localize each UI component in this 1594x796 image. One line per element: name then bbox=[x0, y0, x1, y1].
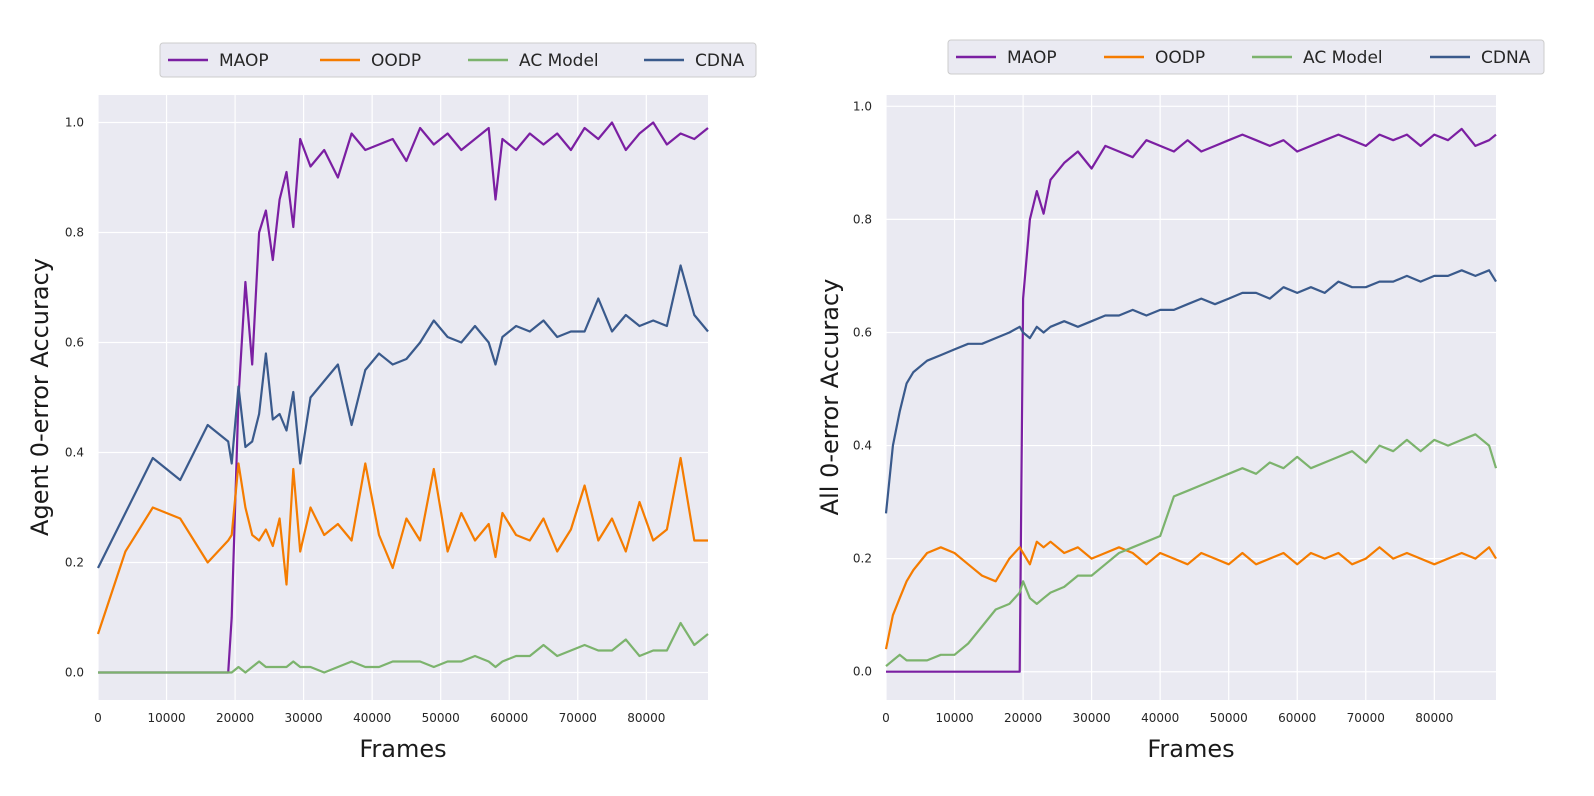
legend-label-maop: MAOP bbox=[1007, 48, 1057, 68]
y-axis-label: All 0-error Accuracy bbox=[816, 279, 844, 516]
x-tick-label: 10000 bbox=[935, 711, 973, 725]
x-tick-labels: 0 10000 20000 30000 40000 50000 60000 70000 8000… bbox=[882, 711, 1453, 725]
x-tick-labels: 0 10000 20000 30000 40000 50000 60000 70000 8000… bbox=[94, 711, 665, 725]
x-tick-label: 0 bbox=[882, 711, 890, 725]
x-tick-label: 30000 bbox=[285, 711, 323, 725]
y-tick-label: 0.8 bbox=[65, 226, 84, 240]
legend: MAOP OODP AC Model CDNA bbox=[159, 42, 757, 78]
y-tick-label: 0.6 bbox=[853, 325, 872, 339]
legend-label-ac-model: AC Model bbox=[519, 51, 599, 71]
grid bbox=[885, 95, 1496, 700]
y-tick-labels: 0.0 0.2 0.4 0.6 0.8 1.0 bbox=[853, 99, 872, 678]
series-line-maop bbox=[98, 121, 709, 674]
y-tick-label: 0.2 bbox=[65, 556, 84, 570]
legend-label-maop: MAOP bbox=[219, 51, 269, 71]
x-tick-label: 50000 bbox=[422, 711, 460, 725]
y-tick-label: 0.6 bbox=[65, 336, 84, 350]
series-lines bbox=[884, 127, 1498, 673]
legend-box bbox=[947, 39, 1545, 75]
series-line-ac-model bbox=[885, 433, 1498, 667]
x-tick-label: 70000 bbox=[1347, 711, 1385, 725]
legend: MAOP OODP AC Model CDNA bbox=[947, 39, 1545, 75]
x-tick-label: 40000 bbox=[1141, 711, 1179, 725]
y-tick-labels: 0.0 0.2 0.4 0.6 0.8 1.0 bbox=[65, 116, 84, 680]
series-line-ac-model bbox=[98, 621, 709, 674]
series-line-cdna bbox=[884, 269, 1497, 514]
y-tick-label: 1.0 bbox=[65, 116, 84, 130]
legend-box bbox=[159, 42, 757, 78]
legend-label-oodp: OODP bbox=[1155, 48, 1205, 68]
legend-label-ac-model: AC Model bbox=[1303, 48, 1383, 68]
series-line-maop bbox=[886, 127, 1497, 673]
legend-label-oodp: OODP bbox=[371, 51, 421, 71]
x-tick-label: 60000 bbox=[490, 711, 528, 725]
x-tick-label: 40000 bbox=[353, 711, 391, 725]
legend-label-cdna: CDNA bbox=[695, 51, 745, 71]
plot-area bbox=[98, 95, 708, 700]
x-tick-label: 70000 bbox=[559, 711, 597, 725]
y-tick-label: 1.0 bbox=[853, 99, 872, 113]
x-tick-label: 80000 bbox=[1415, 711, 1453, 725]
y-tick-label: 0.4 bbox=[65, 446, 84, 460]
y-tick-label: 0.0 bbox=[65, 666, 84, 680]
series-lines bbox=[96, 121, 709, 674]
x-axis-label: Frames bbox=[1147, 735, 1234, 763]
y-tick-label: 0.8 bbox=[853, 212, 872, 226]
y-tick-label: 0.2 bbox=[853, 552, 872, 566]
x-tick-label: 20000 bbox=[216, 711, 254, 725]
y-tick-label: 0.4 bbox=[853, 439, 872, 453]
y-axis-label: Agent 0-error Accuracy bbox=[26, 258, 54, 536]
x-tick-label: 0 bbox=[94, 711, 102, 725]
x-tick-label: 10000 bbox=[147, 711, 185, 725]
x-tick-label: 60000 bbox=[1278, 711, 1316, 725]
series-line-oodp bbox=[96, 456, 708, 635]
y-tick-label: 0.0 bbox=[853, 665, 872, 679]
right-chart: 0 10000 20000 30000 40000 50000 60000 70000 8000… bbox=[816, 39, 1545, 763]
legend-label-cdna: CDNA bbox=[1481, 48, 1531, 68]
series-line-cdna bbox=[97, 264, 709, 569]
plot-area bbox=[886, 95, 1496, 700]
grid bbox=[97, 95, 708, 700]
x-tick-label: 80000 bbox=[627, 711, 665, 725]
x-tick-label: 20000 bbox=[1004, 711, 1042, 725]
x-axis-label: Frames bbox=[359, 735, 446, 763]
x-tick-label: 30000 bbox=[1073, 711, 1111, 725]
series-line-oodp bbox=[884, 540, 1497, 650]
x-tick-label: 50000 bbox=[1210, 711, 1248, 725]
left-chart: 0 10000 20000 30000 40000 50000 60000 70000 8000… bbox=[26, 42, 757, 763]
